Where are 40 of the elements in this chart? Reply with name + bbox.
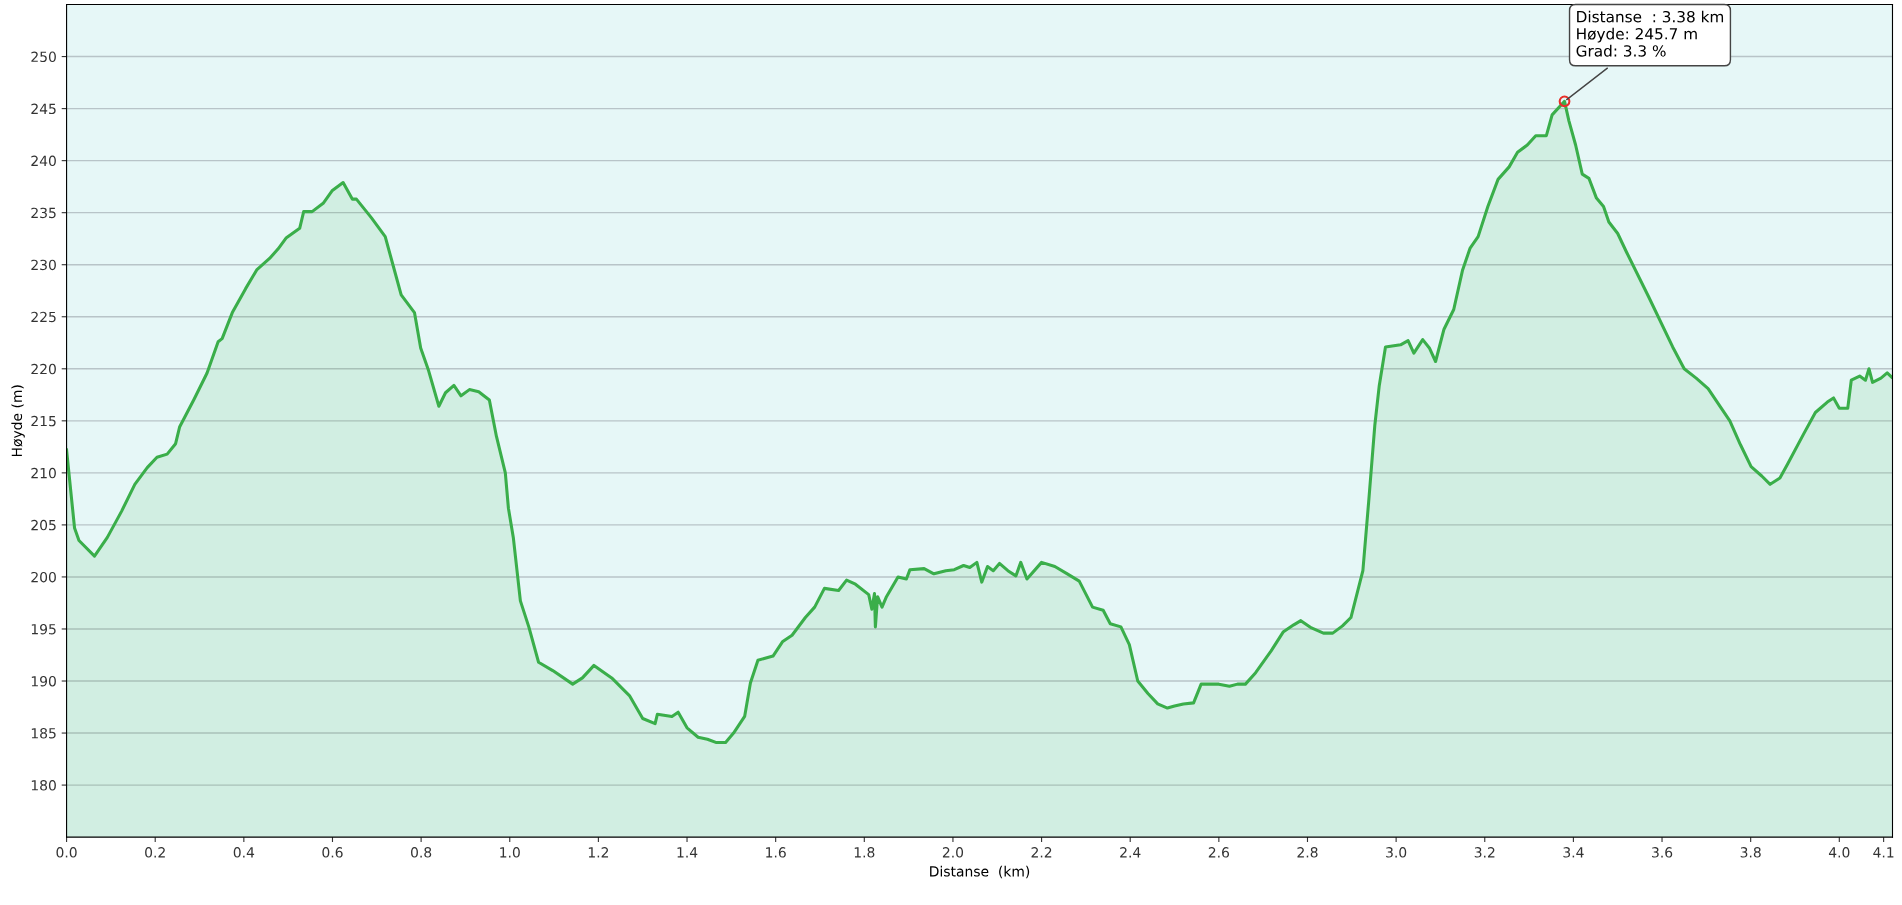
- x-tick-label: 1.4: [677, 847, 698, 858]
- x-tick-label: 0.6: [322, 847, 343, 858]
- x-tick-label: 2.0: [942, 847, 964, 858]
- x-tick-label: 4.1: [1873, 847, 1894, 858]
- y-tick-label: 225: [31, 311, 56, 323]
- x-tick-label: 3.6: [1652, 847, 1673, 858]
- x-tick-label: 3.2: [1474, 847, 1495, 858]
- y-axis-title: Høyde (m): [11, 385, 25, 457]
- x-tick-label: 4.0: [1828, 847, 1850, 858]
- y-tick-label: 240: [31, 155, 56, 167]
- x-tick-label: 1.8: [854, 847, 875, 858]
- x-tick-label: 0.8: [410, 847, 432, 858]
- x-tick-label: 3.0: [1386, 847, 1407, 858]
- x-axis-title: Distanse (km): [930, 865, 1030, 879]
- x-tick-label: 1.6: [766, 847, 786, 858]
- x-tick-label: 2.2: [1031, 847, 1052, 858]
- y-tick-label: 250: [31, 51, 56, 63]
- y-tick-label: 210: [31, 467, 56, 479]
- y-tick-label: 185: [31, 728, 56, 739]
- y-tick-label: 235: [31, 207, 56, 219]
- y-tick-label: 180: [31, 780, 56, 791]
- x-tick-label: 2.4: [1120, 847, 1141, 858]
- y-tick-label: 215: [31, 415, 56, 427]
- y-tick-label: 200: [31, 571, 56, 583]
- y-tick-label: 205: [31, 519, 56, 531]
- x-tick-label: 1.0: [500, 847, 520, 858]
- y-tick-label: 195: [31, 623, 56, 635]
- x-tick-label: 0.4: [233, 847, 255, 858]
- x-tick-label: 2.6: [1208, 847, 1230, 858]
- x-tick-label: 3.4: [1563, 847, 1584, 858]
- y-tick-label: 220: [31, 363, 56, 375]
- x-tick-label: 0.2: [145, 847, 165, 858]
- x-tick-label: 3.8: [1740, 847, 1761, 858]
- x-tick-label: 2.8: [1297, 847, 1318, 858]
- y-tick-label: 190: [31, 675, 56, 687]
- x-tick-label: 1.2: [588, 847, 609, 858]
- y-tick-label: 245: [31, 103, 56, 115]
- x-tick-label: 0.0: [56, 847, 77, 858]
- annotation: Distanse : 3.38 km Høyde: 245.7 m Grad: 3.3 %: [1576, 10, 1724, 57]
- y-tick-label: 230: [31, 259, 56, 271]
